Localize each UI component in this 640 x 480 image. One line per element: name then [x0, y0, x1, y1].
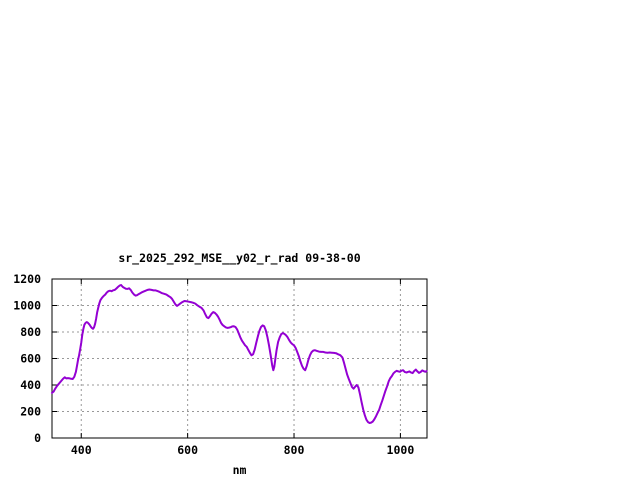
grid [52, 279, 427, 438]
y-tick-label: 0 [34, 431, 41, 445]
y-tick-label: 1000 [13, 299, 41, 313]
y-tick-label: 400 [20, 378, 41, 392]
spectrum-line [51, 284, 428, 424]
generated-plot: 400 600 800 1000 0 200 400 600 800 1000 1200 [13, 272, 428, 457]
x-axis-label: nm [233, 463, 247, 477]
x-tick-label: 1000 [387, 443, 415, 457]
y-tick-label: 1200 [13, 272, 41, 286]
y-tick-label: 800 [20, 325, 41, 339]
y-tick-label: 200 [20, 405, 41, 419]
x-tick-label: 400 [71, 443, 92, 457]
x-tick-label: 800 [284, 443, 305, 457]
chart-title: sr_2025_292_MSE__y02_r_rad 09-38-00 [118, 251, 360, 266]
tick-marks [52, 278, 427, 439]
x-tick-label: 600 [177, 443, 198, 457]
y-tick-label: 600 [20, 352, 41, 366]
